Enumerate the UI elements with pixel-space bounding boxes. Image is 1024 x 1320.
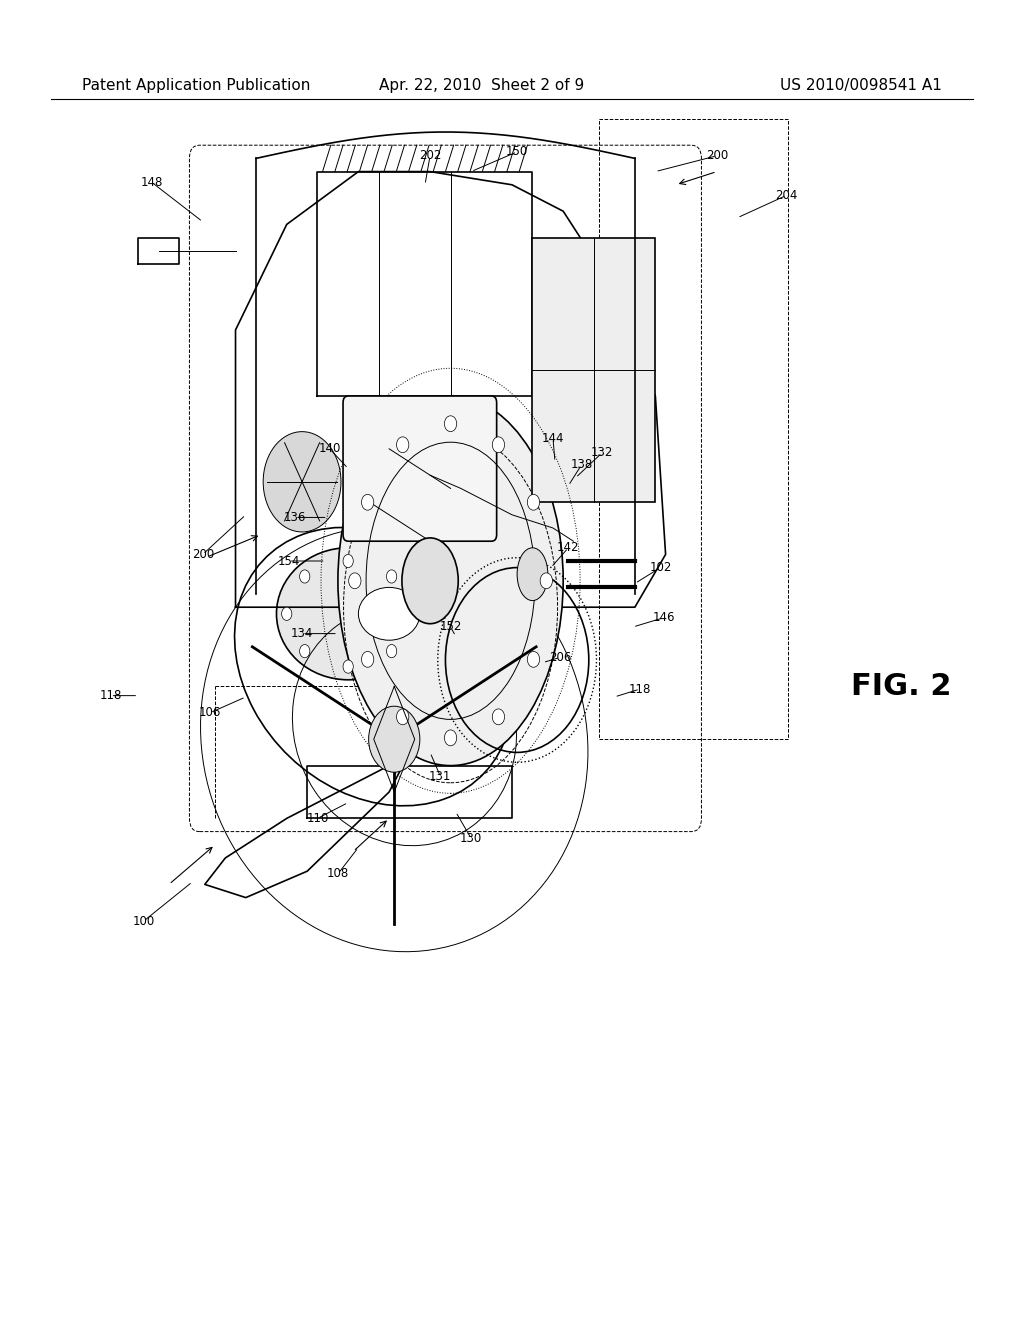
Text: 132: 132 bbox=[591, 446, 613, 459]
Circle shape bbox=[343, 554, 353, 568]
Circle shape bbox=[493, 709, 505, 725]
Text: 154: 154 bbox=[278, 554, 300, 568]
FancyBboxPatch shape bbox=[343, 396, 497, 541]
Text: 148: 148 bbox=[140, 176, 163, 189]
Circle shape bbox=[493, 437, 505, 453]
Circle shape bbox=[404, 607, 415, 620]
Text: 130: 130 bbox=[460, 832, 482, 845]
Circle shape bbox=[396, 437, 409, 453]
Circle shape bbox=[300, 644, 310, 657]
Text: 150: 150 bbox=[506, 145, 528, 158]
Ellipse shape bbox=[401, 539, 459, 623]
Circle shape bbox=[444, 730, 457, 746]
Text: 206: 206 bbox=[549, 651, 571, 664]
Text: 108: 108 bbox=[327, 867, 349, 880]
FancyBboxPatch shape bbox=[532, 238, 655, 502]
Text: 106: 106 bbox=[199, 706, 221, 719]
Text: Apr. 22, 2010  Sheet 2 of 9: Apr. 22, 2010 Sheet 2 of 9 bbox=[379, 78, 584, 94]
Text: 200: 200 bbox=[706, 149, 728, 162]
Text: 152: 152 bbox=[439, 620, 462, 634]
Ellipse shape bbox=[517, 548, 548, 601]
Circle shape bbox=[386, 570, 396, 583]
Circle shape bbox=[444, 416, 457, 432]
Text: 202: 202 bbox=[419, 149, 441, 162]
Circle shape bbox=[263, 432, 341, 532]
Text: 140: 140 bbox=[318, 442, 341, 455]
Circle shape bbox=[386, 644, 396, 657]
Text: Patent Application Publication: Patent Application Publication bbox=[82, 78, 310, 94]
Text: 136: 136 bbox=[284, 511, 306, 524]
Circle shape bbox=[527, 494, 540, 510]
Text: 100: 100 bbox=[132, 915, 155, 928]
Circle shape bbox=[369, 706, 420, 772]
Text: 131: 131 bbox=[429, 770, 452, 783]
Text: 118: 118 bbox=[629, 682, 651, 696]
Circle shape bbox=[361, 651, 374, 667]
Text: 200: 200 bbox=[191, 548, 214, 561]
Text: 118: 118 bbox=[99, 689, 122, 702]
Text: 134: 134 bbox=[291, 627, 313, 640]
Text: 110: 110 bbox=[306, 812, 329, 825]
Ellipse shape bbox=[276, 548, 420, 680]
Text: 138: 138 bbox=[570, 458, 593, 471]
Circle shape bbox=[540, 573, 553, 589]
Text: US 2010/0098541 A1: US 2010/0098541 A1 bbox=[780, 78, 942, 94]
Circle shape bbox=[348, 573, 361, 589]
Ellipse shape bbox=[338, 396, 563, 766]
Circle shape bbox=[300, 570, 310, 583]
Text: 204: 204 bbox=[775, 189, 798, 202]
Text: FIG. 2: FIG. 2 bbox=[851, 672, 951, 701]
Ellipse shape bbox=[358, 587, 420, 640]
Circle shape bbox=[343, 660, 353, 673]
Text: 142: 142 bbox=[557, 541, 580, 554]
Circle shape bbox=[282, 607, 292, 620]
Circle shape bbox=[396, 709, 409, 725]
Text: 102: 102 bbox=[649, 561, 672, 574]
Text: 146: 146 bbox=[652, 611, 675, 624]
Text: 144: 144 bbox=[542, 432, 564, 445]
Circle shape bbox=[361, 494, 374, 510]
Circle shape bbox=[527, 652, 540, 668]
